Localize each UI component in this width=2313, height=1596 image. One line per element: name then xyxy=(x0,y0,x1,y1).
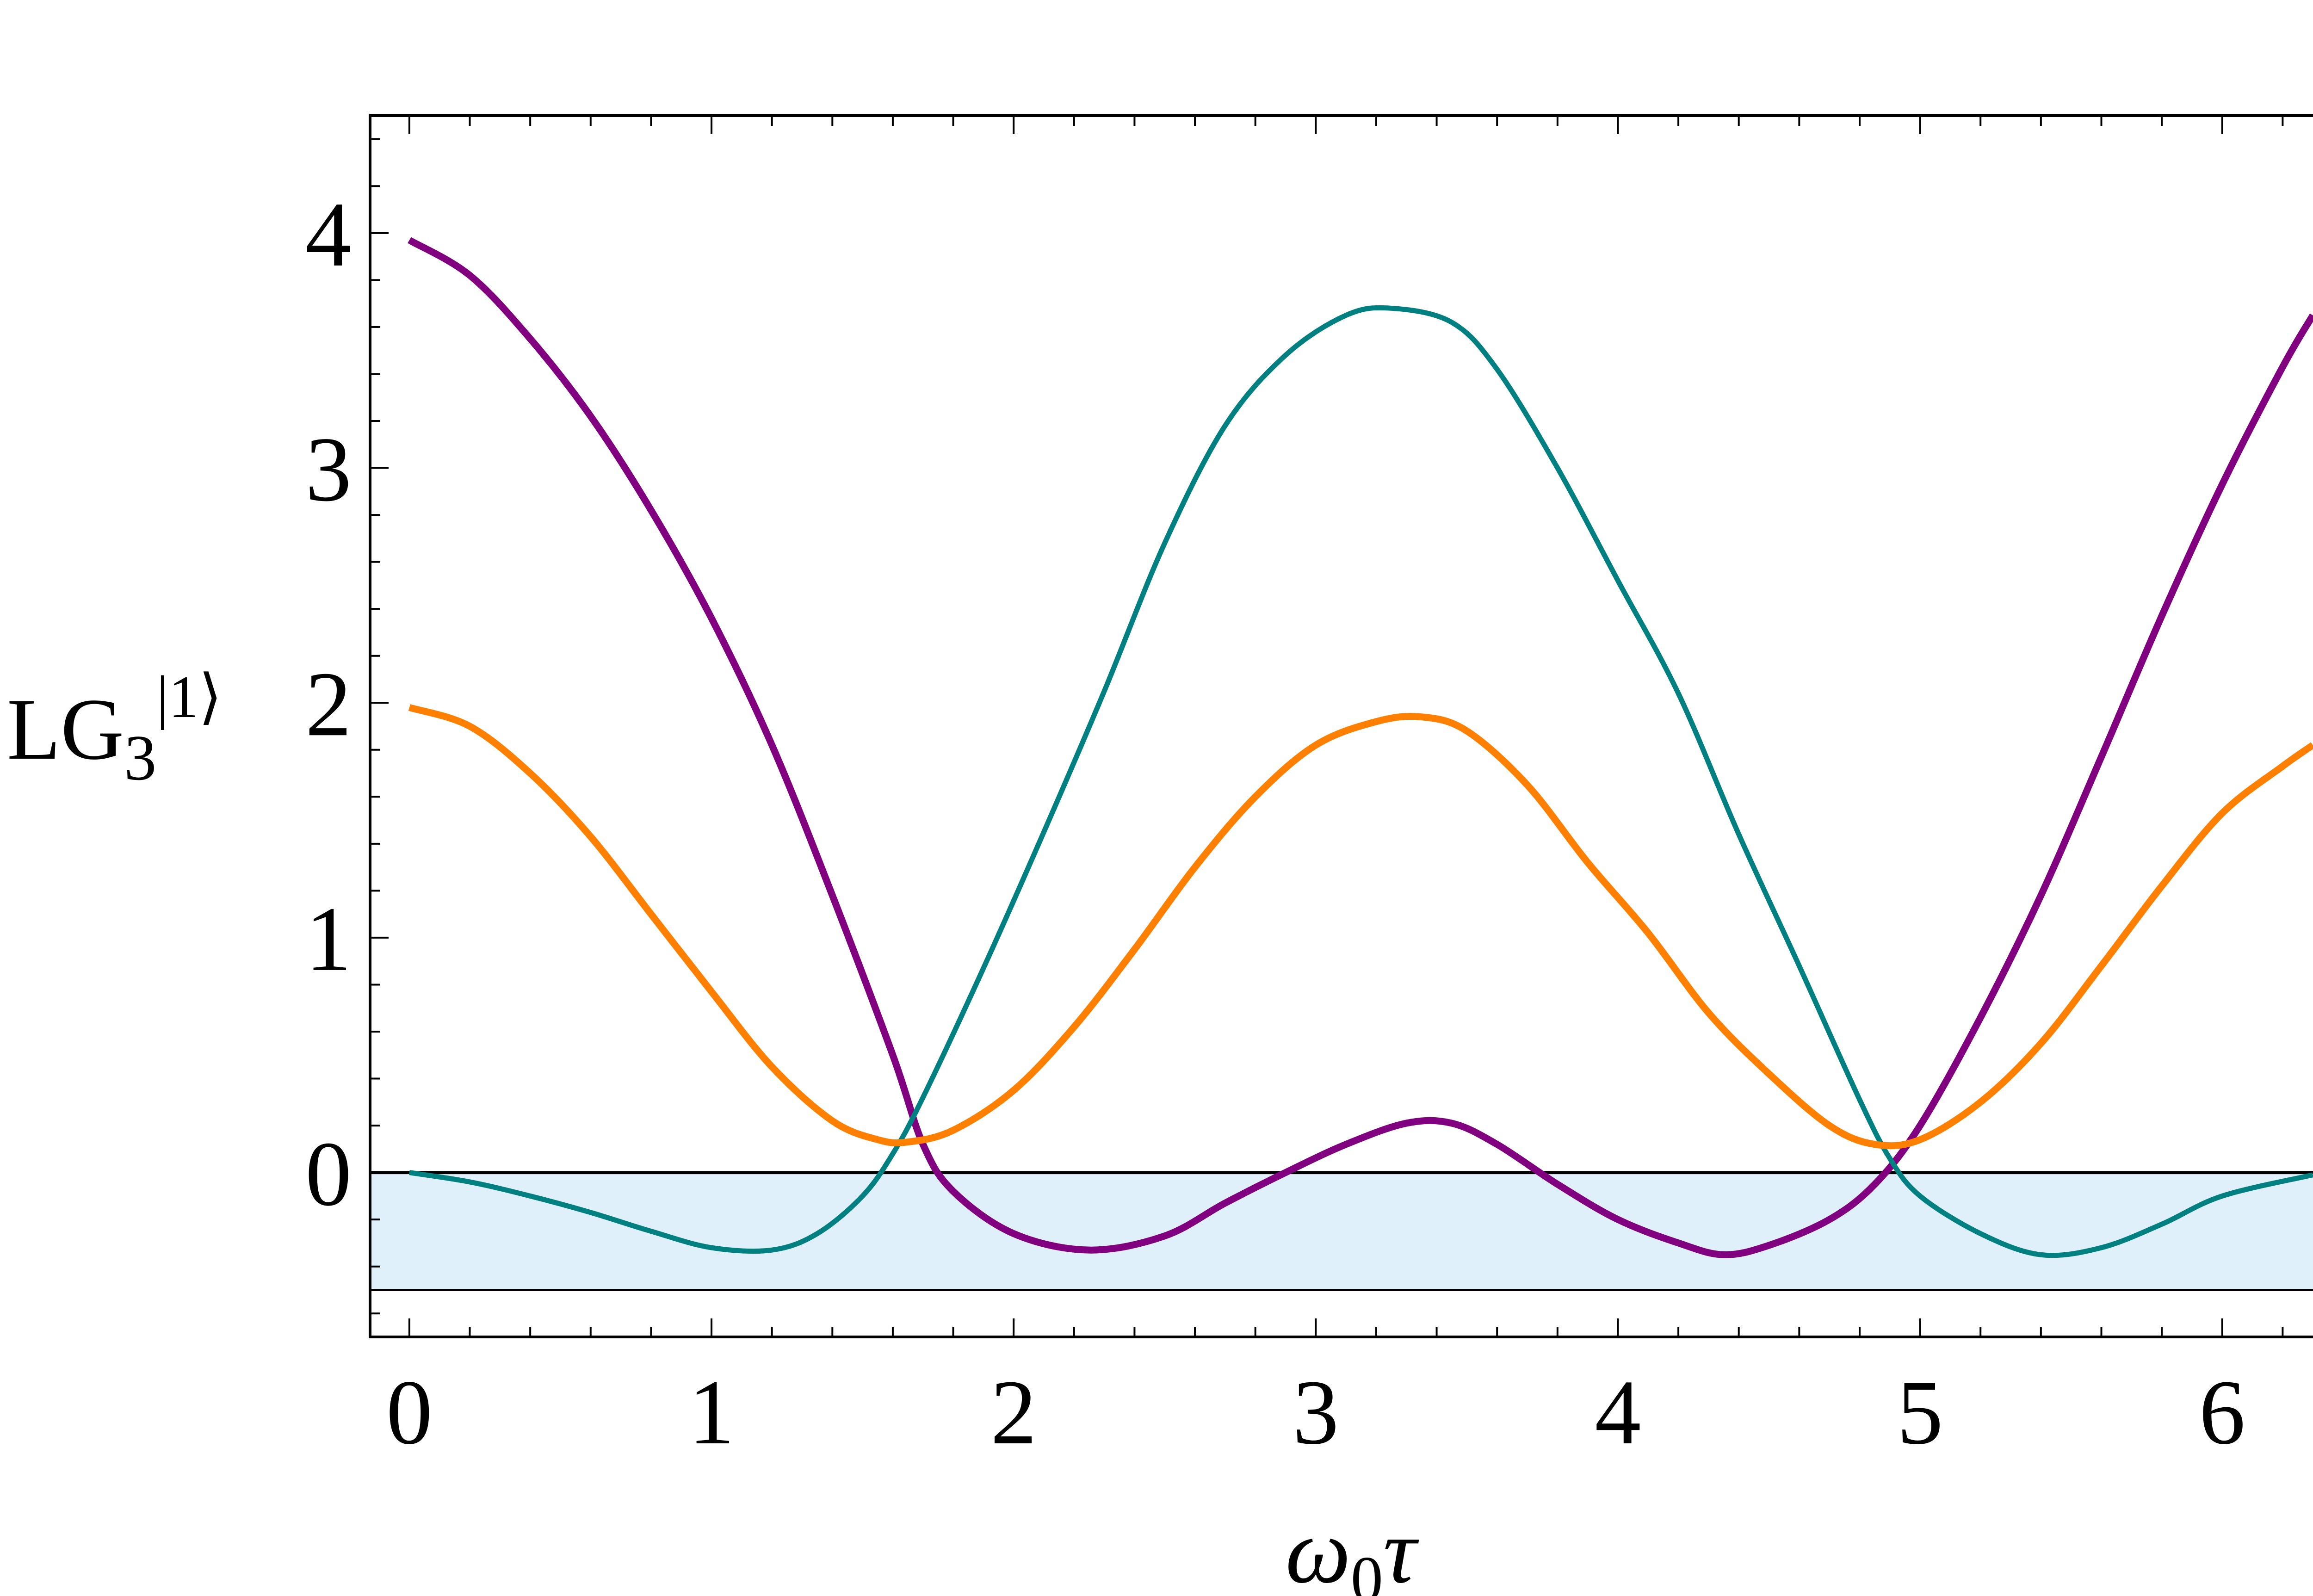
x-tick-label: 1 xyxy=(688,1361,735,1464)
y-tick-label: 4 xyxy=(305,184,352,286)
x-axis-label-tail: τ xyxy=(1383,1500,1419,1596)
y-tick-label: 3 xyxy=(305,419,352,521)
x-axis-label-symbol: ω xyxy=(1286,1500,1351,1596)
x-tick-labels: 0 1 2 3 4 5 6 xyxy=(386,1361,2245,1464)
series-line-1 xyxy=(408,237,2313,1258)
y-tick-label: 0 xyxy=(305,1123,352,1225)
y-axis-label-subscript: 3 xyxy=(124,722,156,794)
reference-lines xyxy=(370,1171,2313,1291)
y-axis-label: LG3|1⟩ xyxy=(7,664,222,794)
x-axis-label: ω0τ xyxy=(1286,1500,1419,1596)
y-axis-label-superscript: |1⟩ xyxy=(156,664,222,730)
x-tick-label: 0 xyxy=(386,1361,433,1464)
series-line-2 xyxy=(409,305,2313,1258)
y-tick-label: 2 xyxy=(305,653,352,755)
y-tick-label: 1 xyxy=(305,888,352,990)
series-group xyxy=(408,237,2313,1258)
x-tick-label: 5 xyxy=(1897,1361,1943,1464)
x-axis-label-subscript: 0 xyxy=(1351,1543,1383,1596)
plot-frame xyxy=(369,114,2313,1338)
x-tick-label: 6 xyxy=(2199,1361,2245,1464)
shaded-band xyxy=(370,1172,2313,1290)
x-tick-label: 4 xyxy=(1595,1361,1641,1464)
y-tick-labels: 0 1 2 3 4 xyxy=(305,184,352,1225)
x-tick-label: 3 xyxy=(1293,1361,1339,1464)
x-tick-label: 2 xyxy=(990,1361,1037,1464)
axis-ticks xyxy=(370,116,2284,1337)
y-axis-label-base: LG xyxy=(7,681,124,778)
series-line-3 xyxy=(408,704,2313,1150)
